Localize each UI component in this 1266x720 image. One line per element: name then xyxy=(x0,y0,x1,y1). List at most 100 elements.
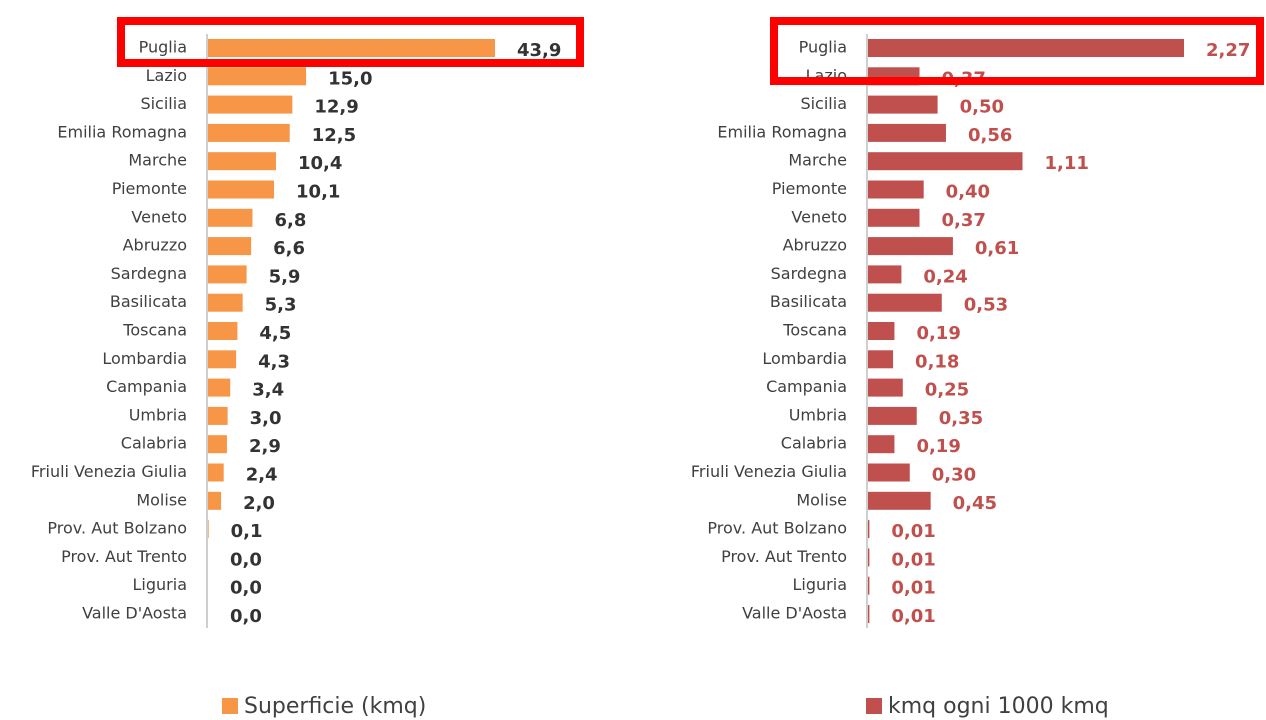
category-label: Valle D'Aosta xyxy=(82,604,187,623)
value-label: 3,4 xyxy=(252,380,284,401)
bar xyxy=(208,520,209,539)
category-label: Basilicata xyxy=(110,292,187,311)
highlight-box xyxy=(770,17,1264,85)
value-label: 2,4 xyxy=(246,465,278,486)
bar xyxy=(868,605,870,623)
category-label: Umbria xyxy=(789,405,847,424)
bar xyxy=(208,208,253,227)
category-label: Lombardia xyxy=(102,349,187,368)
value-label: 0,25 xyxy=(925,380,969,401)
category-label: Umbria xyxy=(129,405,187,424)
value-label: 12,5 xyxy=(312,125,356,146)
category-label: Toscana xyxy=(122,321,187,340)
value-label: 0,30 xyxy=(932,465,976,486)
bar xyxy=(868,378,903,397)
bar xyxy=(868,576,870,595)
bar xyxy=(208,39,495,57)
bar xyxy=(868,152,1023,171)
bar xyxy=(208,350,237,369)
bar xyxy=(208,123,290,142)
category-label: Veneto xyxy=(791,207,847,226)
bar xyxy=(868,265,902,284)
category-label: Molise xyxy=(796,490,847,509)
legend-label: Superficie (kmq) xyxy=(244,694,426,719)
value-label: 0,53 xyxy=(964,295,1008,316)
bar xyxy=(208,95,293,114)
value-label: 6,6 xyxy=(273,238,305,259)
category-label: Calabria xyxy=(781,434,847,453)
category-label: Veneto xyxy=(131,207,187,226)
value-label: 10,4 xyxy=(298,153,342,174)
category-label: Puglia xyxy=(799,38,847,57)
value-label: 0,24 xyxy=(923,266,967,287)
value-label: 12,9 xyxy=(314,97,358,118)
category-label: Friuli Venezia Giulia xyxy=(31,462,187,481)
category-label: Prov. Aut Bolzano xyxy=(47,519,187,538)
category-label: Basilicata xyxy=(770,292,847,311)
value-label: 0,40 xyxy=(946,182,990,203)
value-label: 5,3 xyxy=(265,295,297,316)
category-label: Sardegna xyxy=(111,264,187,283)
category-label: Abruzzo xyxy=(123,236,187,255)
value-label: 3,0 xyxy=(250,408,282,429)
category-label: Molise xyxy=(136,490,187,509)
highlight-box xyxy=(117,17,584,67)
bar xyxy=(868,463,910,482)
category-label: Friuli Venezia Giulia xyxy=(691,462,847,481)
category-label: Liguria xyxy=(793,575,847,594)
bar xyxy=(868,406,917,425)
category-label: Marche xyxy=(788,151,847,170)
bar xyxy=(208,67,307,86)
value-label: 0,18 xyxy=(915,351,959,372)
bar xyxy=(208,491,222,510)
value-label: 0,50 xyxy=(960,97,1004,118)
value-label: 1,11 xyxy=(1045,153,1089,174)
category-label: Calabria xyxy=(121,434,187,453)
bar xyxy=(868,491,931,510)
value-label: 0,19 xyxy=(916,436,960,457)
bar xyxy=(868,350,894,369)
category-label: Abruzzo xyxy=(783,236,847,255)
category-label: Emilia Romagna xyxy=(57,122,187,141)
bar xyxy=(208,180,275,199)
legend-label: kmq ogni 1000 kmq xyxy=(888,694,1109,719)
bar xyxy=(868,123,946,142)
category-label: Puglia xyxy=(139,38,187,57)
category-label: Liguria xyxy=(133,575,187,594)
bar xyxy=(208,378,231,397)
value-label: 6,8 xyxy=(274,210,306,231)
category-label: Piemonte xyxy=(112,179,187,198)
value-label: 15,0 xyxy=(328,68,372,89)
value-label: 0,56 xyxy=(968,125,1012,146)
value-label: 0,61 xyxy=(975,238,1019,259)
bar xyxy=(868,208,920,227)
bar xyxy=(868,293,942,312)
bar xyxy=(868,520,870,539)
bar xyxy=(208,406,228,425)
bar xyxy=(868,95,938,114)
value-label: 10,1 xyxy=(296,182,340,203)
value-label: 0,19 xyxy=(916,323,960,344)
bar xyxy=(868,39,1184,57)
bar xyxy=(208,322,238,340)
bar xyxy=(868,322,895,340)
value-label: 2,0 xyxy=(243,493,275,514)
value-label: 4,3 xyxy=(258,351,290,372)
value-label: 0,0 xyxy=(230,578,262,599)
bar xyxy=(868,180,924,199)
bar xyxy=(208,463,224,482)
bar xyxy=(868,435,895,454)
category-label: Sicilia xyxy=(800,94,847,113)
category-label: Prov. Aut Bolzano xyxy=(707,519,847,538)
value-label: 0,45 xyxy=(953,493,997,514)
bar xyxy=(868,237,953,256)
value-label: 0,01 xyxy=(891,549,935,570)
category-label: Lazio xyxy=(146,66,187,85)
value-label: 5,9 xyxy=(269,266,301,287)
bar xyxy=(208,293,243,312)
category-label: Campania xyxy=(766,377,847,396)
bar xyxy=(208,237,252,256)
value-label: 0,1 xyxy=(231,521,263,542)
category-label: Campania xyxy=(106,377,187,396)
